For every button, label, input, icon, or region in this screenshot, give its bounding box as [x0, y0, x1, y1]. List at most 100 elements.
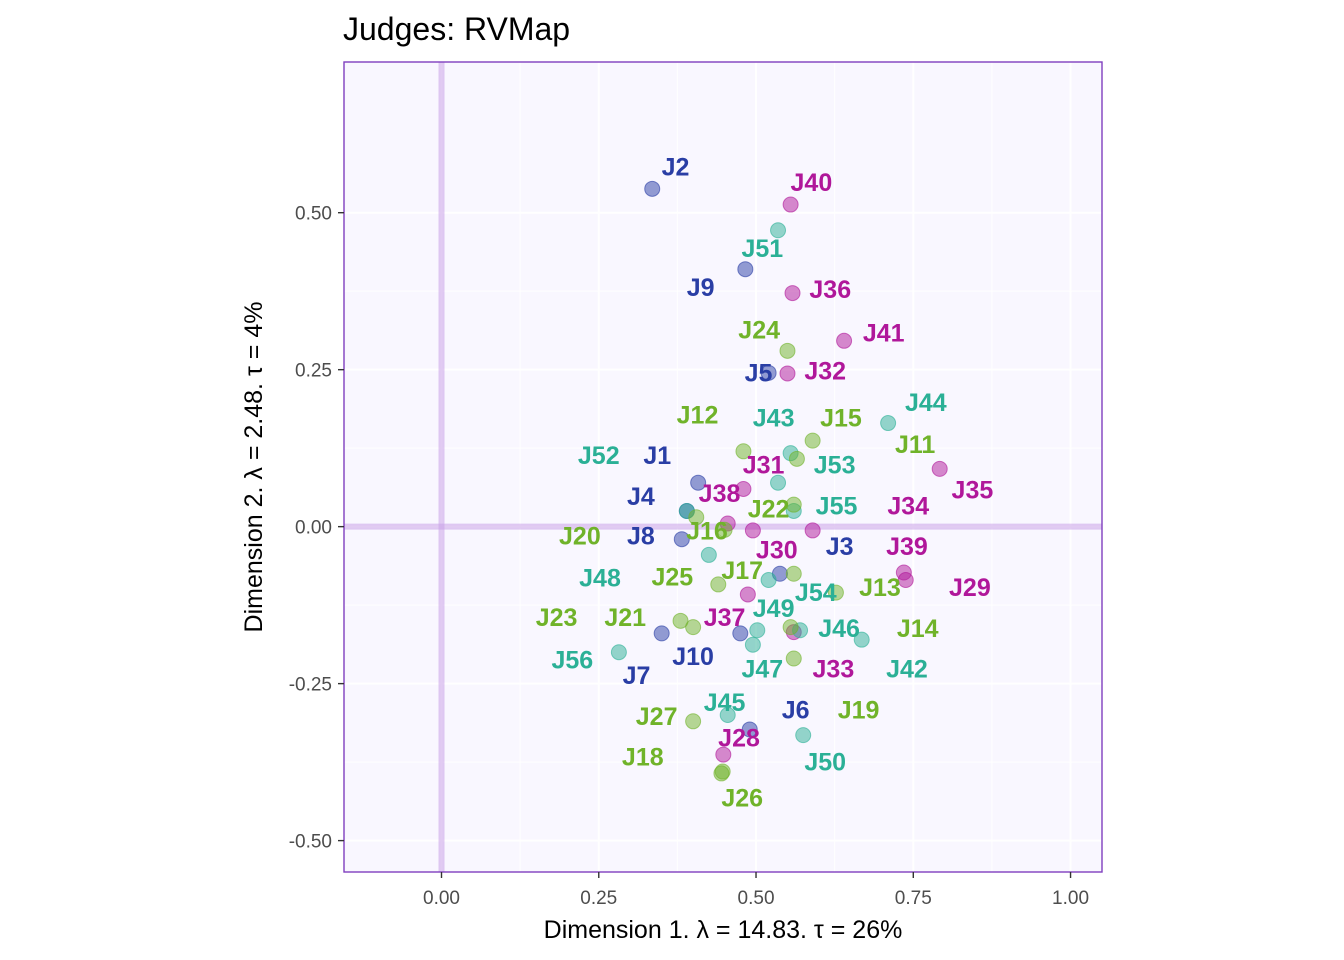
point-label-j53: J53: [814, 452, 856, 480]
point-label-j11: J11: [895, 431, 935, 459]
point-label-j2: J2: [662, 153, 690, 181]
point-label-j46: J46: [818, 615, 860, 643]
data-point-j20: [688, 509, 705, 526]
chart-title: Judges: RVMap: [343, 11, 570, 47]
point-label-j44: J44: [905, 389, 947, 417]
point-label-j39: J39: [886, 533, 928, 561]
data-point-j28: [715, 746, 732, 763]
data-point-j37: [739, 586, 756, 603]
data-point-j24: [779, 342, 796, 359]
point-label-j4: J4: [627, 483, 655, 511]
point-label-j37: J37: [704, 604, 746, 632]
point-label-j9: J9: [687, 274, 715, 302]
data-point-j56: [610, 644, 627, 661]
data-point-j21: [685, 619, 702, 636]
point-label-j36: J36: [809, 276, 851, 304]
point-label-j29: J29: [949, 574, 991, 602]
data-point-j26: [714, 763, 731, 780]
x-tick-label: 0.50: [738, 888, 775, 909]
data-point-j12: [735, 443, 752, 460]
point-label-j10: J10: [672, 643, 714, 671]
data-point-j40: [782, 196, 799, 213]
point-label-j19: J19: [838, 696, 880, 724]
data-point-j44: [880, 415, 897, 432]
point-label-j34: J34: [887, 492, 929, 520]
data-point-j9: [737, 261, 754, 278]
data-point-j13: [827, 584, 844, 601]
plot-border: [343, 61, 1103, 873]
point-label-j56: J56: [551, 646, 593, 674]
point-label-j13: J13: [859, 574, 901, 602]
data-point-j19: [785, 650, 802, 667]
data-point-j32: [779, 365, 796, 382]
point-label-j21: J21: [604, 604, 646, 632]
x-tick-label: 0.25: [580, 888, 617, 909]
data-point-j15: [804, 432, 821, 449]
point-label-j15: J15: [820, 405, 862, 433]
point-label-j22: J22: [748, 496, 790, 524]
point-label-j33: J33: [813, 656, 855, 684]
point-label-j40: J40: [791, 169, 833, 197]
data-point-j11: [788, 450, 805, 467]
data-point-j29: [897, 572, 914, 589]
plot-background: [344, 62, 1102, 872]
point-label-j6: J6: [782, 696, 810, 724]
data-point-j7: [653, 625, 670, 642]
y-tick-label: 0.50: [295, 204, 332, 225]
data-point-j51: [770, 222, 787, 239]
data-point-j5: [760, 364, 777, 381]
data-point-j54: [760, 572, 777, 589]
data-point-j42: [853, 631, 870, 648]
x-tick-label: 0.00: [423, 888, 460, 909]
point-label-j16: J16: [686, 518, 728, 546]
point-label-j47: J47: [741, 656, 783, 684]
point-label-j35: J35: [952, 477, 994, 505]
data-point-j45: [719, 707, 736, 724]
point-label-j27: J27: [636, 703, 678, 731]
point-label-j1: J1: [643, 442, 671, 470]
data-point-j23: [672, 612, 689, 629]
point-label-j12: J12: [677, 401, 719, 429]
y-tick-label: -0.50: [289, 832, 332, 853]
point-label-j24: J24: [738, 317, 780, 345]
point-label-j8: J8: [627, 523, 655, 551]
y-axis-title: Dimension 2. λ = 2.48. τ = 4%: [240, 302, 268, 633]
point-label-j50: J50: [804, 749, 846, 777]
data-point-j2: [644, 180, 661, 197]
point-label-j30: J30: [756, 536, 798, 564]
data-point-j10: [732, 625, 749, 642]
y-tick-label: -0.25: [289, 675, 332, 696]
data-point-j6: [741, 721, 758, 738]
point-label-j5: J5: [745, 359, 773, 387]
data-point-j35: [931, 460, 948, 477]
point-label-j54: J54: [795, 579, 837, 607]
data-point-j41: [836, 332, 853, 349]
x-axis-ticks: 0.00 0.25 0.50 0.75 1.00: [423, 872, 1089, 909]
data-point-j30: [744, 522, 761, 539]
data-point-j50: [795, 727, 812, 744]
y-tick-label: 0.25: [295, 361, 332, 382]
point-label-j49: J49: [753, 595, 795, 623]
data-point-j48: [700, 546, 717, 563]
data-point-j8: [673, 531, 690, 548]
data-point-j31: [735, 480, 752, 497]
point-label-j14: J14: [897, 615, 939, 643]
point-label-j3: J3: [826, 533, 854, 561]
data-point-j47: [744, 636, 761, 653]
data-point-j17: [785, 565, 802, 582]
point-label-j43: J43: [753, 405, 795, 433]
point-label-j41: J41: [863, 320, 905, 348]
point-label-j55: J55: [816, 492, 858, 520]
y-axis-ticks: -0.50 -0.25 0.00 0.25 0.50: [289, 204, 344, 853]
x-tick-label: 1.00: [1052, 888, 1089, 909]
point-label-j48: J48: [579, 565, 621, 593]
data-point-j53: [770, 474, 787, 491]
data-point-j25: [710, 576, 727, 593]
point-label-j26: J26: [721, 784, 763, 812]
data-points: [610, 180, 948, 782]
x-axis-title: Dimension 1. λ = 14.83. τ = 26%: [544, 916, 903, 944]
data-point-j1: [690, 474, 707, 491]
point-label-j18: J18: [622, 744, 664, 772]
